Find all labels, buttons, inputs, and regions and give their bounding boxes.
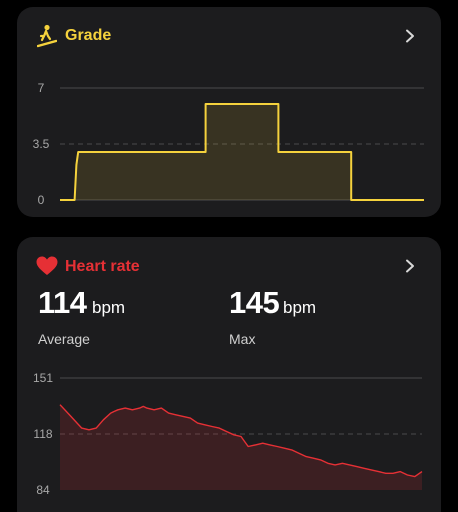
grade-chart: 73.50: [33, 81, 424, 207]
grade-area: [60, 104, 424, 200]
y-tick-label: 3.5: [33, 137, 50, 151]
max-hr-unit: bpm: [283, 298, 317, 317]
heart-rate-title: Heart rate: [65, 258, 140, 275]
heart-rate-card[interactable]: Heart rate 114 bpm Average 145 bpm Max 1…: [17, 237, 441, 512]
heart-rate-area: [60, 404, 422, 490]
y-tick-label: 0: [38, 193, 45, 207]
grade-card[interactable]: Grade 7 3.5 0: [17, 7, 441, 217]
max-hr-value: 145: [229, 285, 280, 320]
average-hr-label: Average: [38, 331, 90, 347]
max-hr-label: Max: [229, 331, 256, 347]
chevron-right-icon[interactable]: [403, 259, 417, 273]
average-hr-value: 114: [38, 285, 87, 320]
heart-rate-line: [59, 404, 423, 478]
heart-rate-chart: 151 118 84: [33, 371, 423, 497]
heart-icon: [36, 256, 58, 275]
grade-title: Grade: [65, 27, 112, 44]
treadmill-incline-icon: [37, 24, 57, 48]
chevron-right-icon[interactable]: [403, 29, 417, 43]
y-tick-label: 84: [36, 483, 50, 497]
y-tick-label: 118: [33, 427, 52, 441]
grade-line: [60, 103, 424, 201]
y-tick-label: 151: [33, 371, 53, 385]
average-hr-unit: bpm: [92, 298, 126, 317]
y-tick-label: 7: [38, 81, 45, 95]
